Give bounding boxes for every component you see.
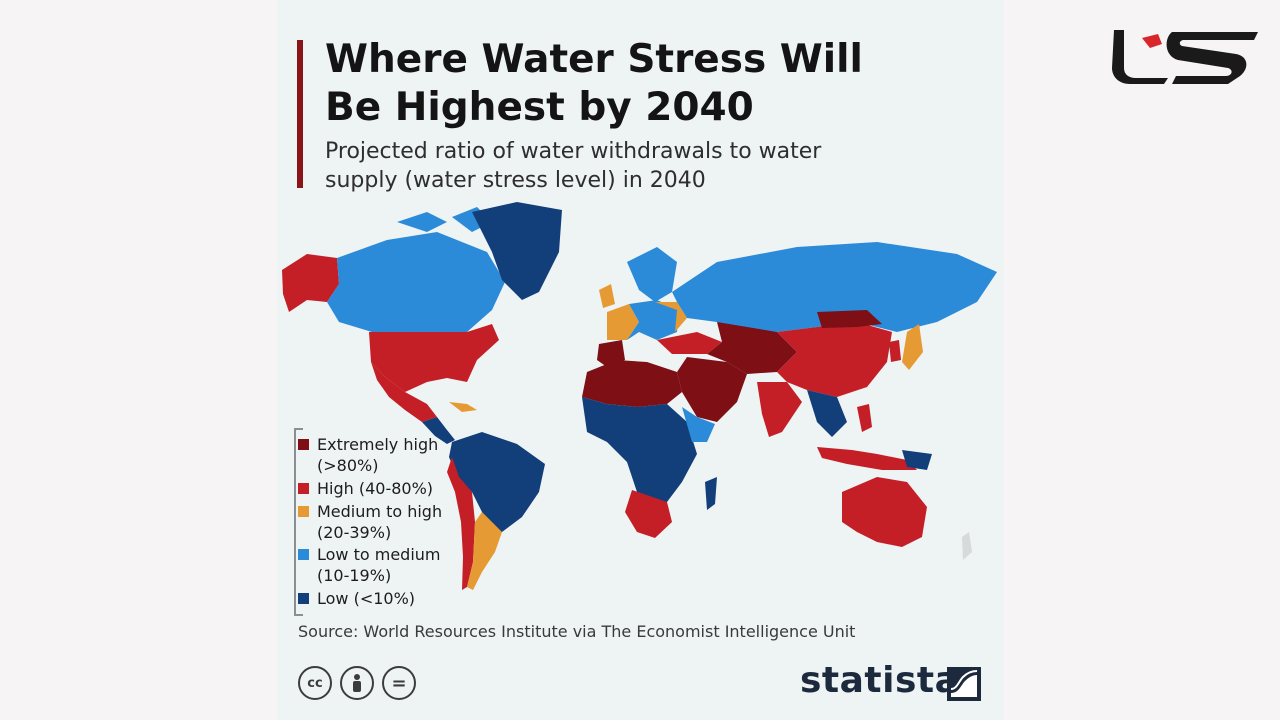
region-uk [599,284,615,308]
license-icons: cc = [298,666,424,700]
region-mexico [371,362,437,422]
region-canada-arctic [397,207,492,232]
region-france [607,304,639,340]
statista-wordmark[interactable]: statista [800,660,960,701]
region-middle-east [677,357,747,422]
title-accent-bar [297,40,303,188]
legend-item-medium-high: Medium to high (20-39%) [298,501,487,543]
region-new-zealand [962,532,972,560]
region-alaska [282,254,339,312]
source-note: Source: World Resources Institute via Th… [298,622,856,641]
legend-swatch [298,593,309,604]
region-usa [369,324,499,392]
region-peru-chile [447,457,475,590]
attribution-icon[interactable] [340,666,374,700]
legend-bracket [294,428,303,616]
region-southeast-asia [807,390,847,437]
legend-label: Low to medium (10-19%) [317,545,441,585]
region-argentina [467,512,502,590]
chart-subtitle: Projected ratio of water withdrawals to … [325,139,822,193]
legend-swatch [298,439,309,450]
region-eastern-europe [655,302,687,332]
region-south-america [449,432,545,537]
region-canada [327,232,505,332]
region-caribbean [449,402,477,412]
region-southern-africa [625,490,672,538]
region-central-america [422,417,455,444]
legend-label: Extremely high (>80%) [317,435,439,475]
region-australia [842,477,927,547]
region-greenland [472,202,562,300]
legend-label: High (40-80%) [317,479,434,498]
region-north-africa [582,360,682,407]
region-central-europe [627,300,679,340]
legend-item-high: High (40-80%) [298,478,487,499]
chart-title: Where Water Stress Will Be Highest by 20… [325,37,863,130]
region-central-africa [582,397,697,510]
region-mongolia [817,310,882,328]
legend-label: Medium to high (20-39%) [317,502,443,542]
region-turkey-balkans [657,332,722,354]
region-philippines [857,404,872,432]
legend-item-low: Low (<10%) [298,588,487,609]
watermark-logo [1112,30,1258,84]
region-papua [902,450,932,470]
region-china [777,322,892,397]
region-scandinavia [627,247,677,302]
legend-item-low-medium: Low to medium (10-19%) [298,544,487,586]
region-japan [902,324,923,370]
region-india [757,382,802,437]
region-korea [889,340,901,362]
infographic-card: Where Water Stress Will Be Highest by 20… [277,0,1004,720]
region-central-asia [707,322,797,374]
world-map [282,202,997,590]
region-madagascar [705,477,717,510]
legend-swatch [298,483,309,494]
no-derivatives-icon[interactable]: = [382,666,416,700]
region-indonesia [817,447,917,470]
legend-item-extremely-high: Extremely high (>80%) [298,434,487,476]
region-horn-africa [682,407,715,442]
legend-swatch [298,506,309,517]
legend-label: Low (<10%) [317,589,416,608]
legend-swatch [298,549,309,560]
cc-icon[interactable]: cc [298,666,332,700]
statista-logo-icon [947,667,981,701]
region-russia [672,242,997,332]
